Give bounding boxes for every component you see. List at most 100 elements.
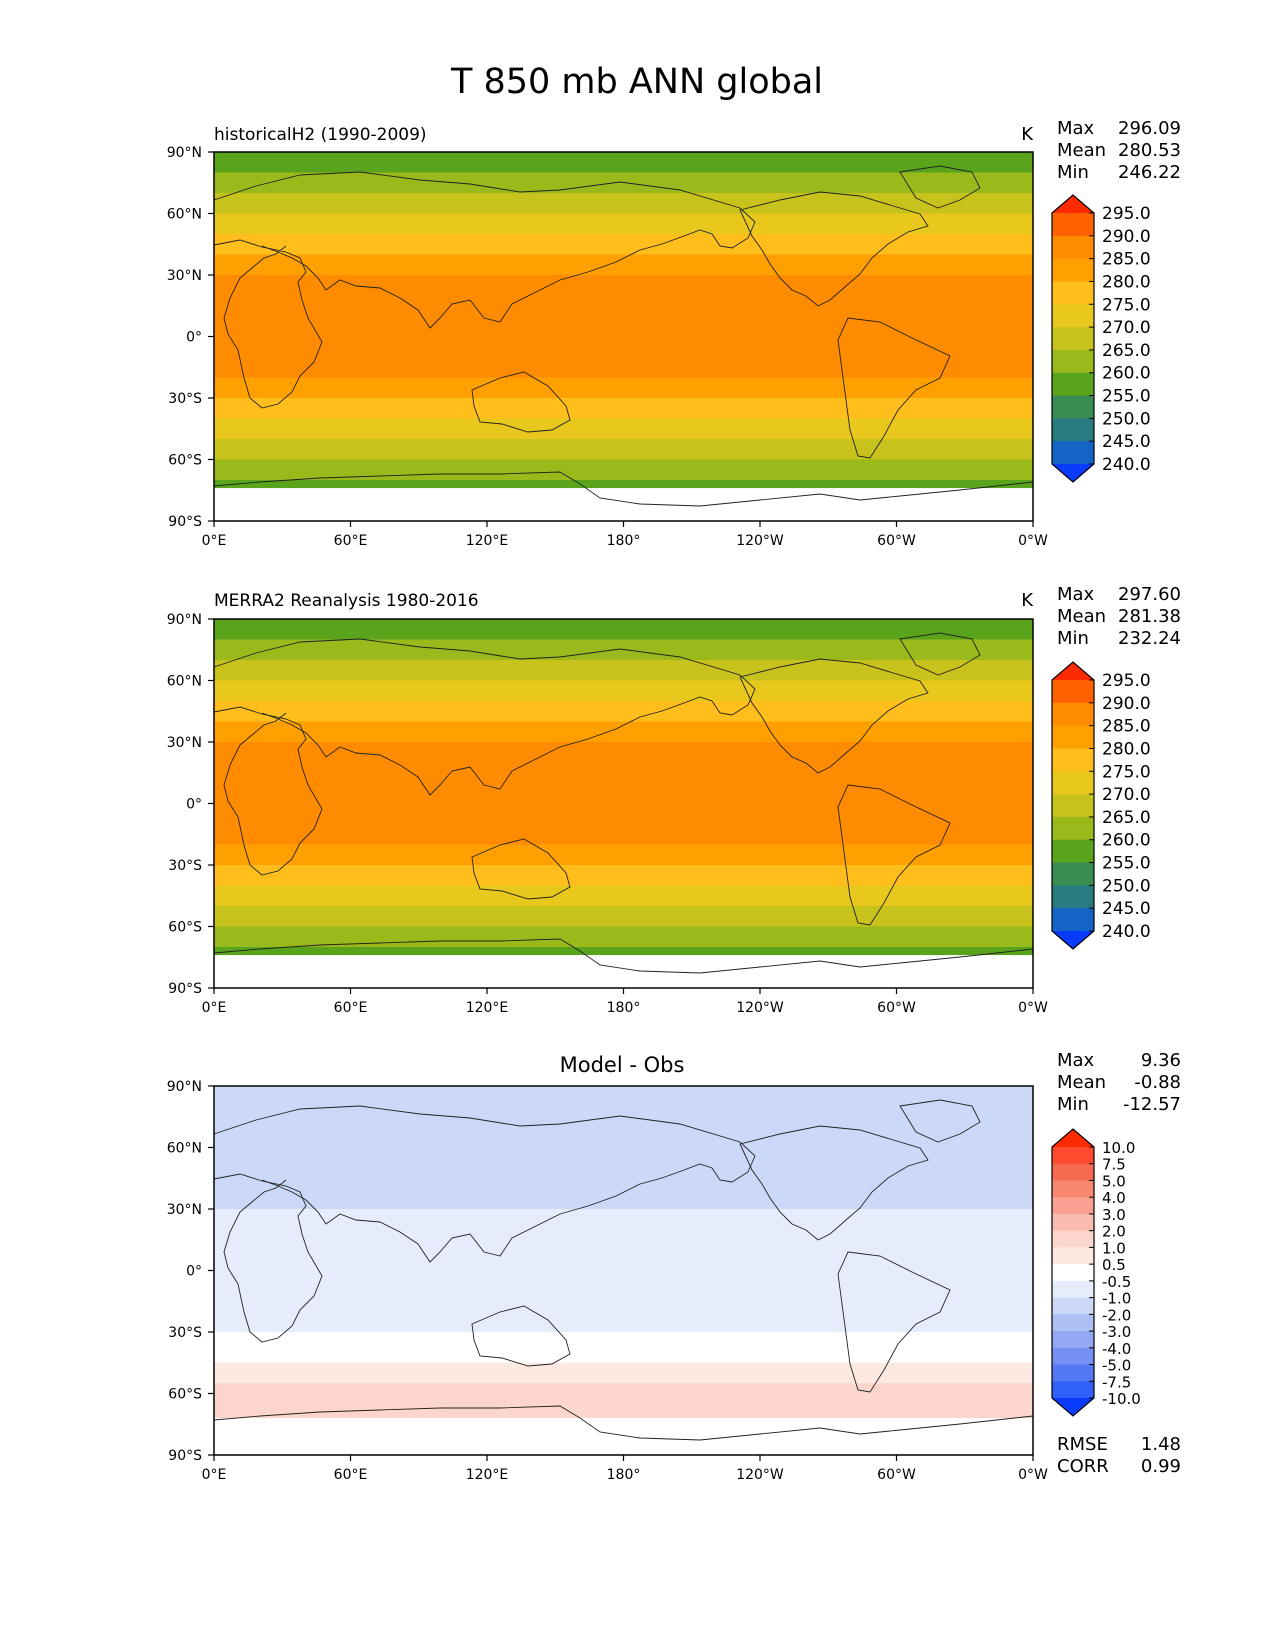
colorbar-segment — [1052, 213, 1094, 237]
field-band — [214, 742, 1033, 763]
stat-value-min: 246.22 — [1118, 162, 1181, 183]
coastline-eurasia — [213, 638, 756, 796]
field-band — [214, 488, 1033, 521]
colorbar-label: 255.0 — [1102, 854, 1151, 874]
coastline-south-america — [837, 317, 951, 459]
coastline-north-america — [739, 1125, 929, 1241]
colorbar-extend-min — [1052, 1398, 1094, 1416]
coastline-australia — [471, 1305, 571, 1367]
y-tick-label: 90°N — [167, 145, 202, 161]
y-tick-label: 30°S — [168, 858, 202, 874]
colorbar-segment — [1052, 816, 1094, 841]
coastline-australia — [471, 371, 571, 433]
y-tick-label: 30°S — [168, 1325, 202, 1341]
colorbar-segment — [1052, 1314, 1094, 1332]
colorbar-segment — [1052, 1264, 1094, 1282]
coastline-antarctica — [213, 938, 1034, 974]
colorbar-segment — [1052, 1347, 1094, 1366]
x-tick-label: 180° — [607, 533, 641, 549]
y-tick-label: 60°S — [168, 920, 202, 936]
x-axis: 0°E 60°E 120°E 180° 120°W 60°W 0°W — [202, 1455, 1048, 1483]
x-tick-label: 120°W — [736, 1467, 784, 1483]
units-label: K — [1021, 590, 1034, 611]
map-plot: 0°E 60°E 120°E 180° 120°W 60°W 0°W 90°N 60°N 30°… — [167, 612, 1048, 1016]
field-band — [214, 418, 1033, 439]
colorbar-segment — [1052, 725, 1094, 749]
x-tick-label: 60°W — [877, 533, 916, 549]
y-tick-label: 0° — [186, 1264, 202, 1280]
colorbar-segment — [1052, 702, 1094, 727]
stat-value-mean: 280.53 — [1118, 140, 1181, 161]
colorbar-label: 3.0 — [1102, 1206, 1126, 1224]
coastline-greenland — [899, 1099, 981, 1143]
colorbar-label: 285.0 — [1102, 717, 1151, 737]
colorbar-label: 270.0 — [1102, 785, 1151, 805]
map-plot: 0°E 60°E 120°E 180° 120°W 60°W 0°W 90°N 60°N 30°… — [167, 145, 1048, 549]
field-band — [214, 926, 1033, 947]
y-tick-label: 0° — [186, 330, 202, 346]
colorbar-extend-max — [1052, 1129, 1094, 1147]
colorbar-extend-max — [1052, 195, 1094, 213]
colorbar-segment — [1052, 372, 1094, 397]
colorbar-segment — [1052, 862, 1094, 886]
x-tick-label: 0°E — [202, 1000, 227, 1016]
coastline-antarctica — [213, 1405, 1034, 1441]
y-tick-label: 90°S — [168, 514, 202, 530]
field-bands — [214, 1086, 1033, 1455]
colorbar-segment — [1052, 441, 1094, 465]
stat-label-min: Min — [1057, 628, 1089, 649]
x-tick-label: 0°W — [1018, 533, 1048, 549]
colorbar-label: 280.0 — [1102, 739, 1151, 759]
field-band — [214, 234, 1033, 255]
field-band — [214, 459, 1033, 480]
colorbar-label: 245.0 — [1102, 432, 1151, 452]
field-bands — [214, 152, 1033, 521]
stat-label-rmse: RMSE — [1057, 1434, 1108, 1455]
panel-title: MERRA2 Reanalysis 1980-2016 — [214, 591, 479, 611]
colorbar-segment — [1052, 680, 1094, 704]
field-band — [214, 152, 1033, 173]
coastline-south-america — [837, 784, 951, 926]
colorbar-label: 295.0 — [1102, 204, 1151, 224]
x-tick-label: 0°E — [202, 533, 227, 549]
colorbar-segment — [1052, 327, 1094, 351]
colorbar-segment — [1052, 1230, 1094, 1248]
colorbar-label: -4.0 — [1102, 1340, 1131, 1358]
colorbar-label: 290.0 — [1102, 694, 1151, 714]
y-tick-label: 90°N — [167, 612, 202, 628]
x-tick-label: 120°E — [466, 1000, 509, 1016]
field-band — [214, 1362, 1033, 1384]
x-axis: 0°E 60°E 120°E 180° 120°W 60°W 0°W — [202, 521, 1048, 549]
colorbar-segment — [1052, 258, 1094, 282]
colorbar-segment — [1052, 395, 1094, 419]
colorbar-segment — [1052, 1247, 1094, 1265]
land-outlines — [213, 1099, 1034, 1441]
field-band — [214, 844, 1033, 865]
field-band — [214, 254, 1033, 275]
y-tick-label: 60°S — [168, 453, 202, 469]
colorbar-segment — [1052, 281, 1094, 305]
x-tick-label: 120°W — [736, 1000, 784, 1016]
colorbar-label: 4.0 — [1102, 1189, 1126, 1207]
colorbar-segment — [1052, 1364, 1094, 1382]
field-band — [214, 1383, 1033, 1419]
x-tick-label: 120°E — [466, 1467, 509, 1483]
land-outlines — [213, 632, 1034, 974]
y-axis: 90°N 60°N 30°N 0° 30°S 60°S 90°S — [167, 145, 214, 530]
colorbar-label: 0.5 — [1102, 1256, 1126, 1274]
field-band — [214, 439, 1033, 460]
stat-label-mean: Mean — [1057, 1072, 1106, 1093]
colorbar-label: 270.0 — [1102, 318, 1151, 338]
x-tick-label: 120°W — [736, 533, 784, 549]
colorbar-label: -1.0 — [1102, 1290, 1131, 1308]
colorbar-label: 2.0 — [1102, 1223, 1126, 1241]
colorbar-label: 275.0 — [1102, 762, 1151, 782]
colorbar-segment — [1052, 1147, 1094, 1165]
colorbar-segment — [1052, 1381, 1094, 1399]
colorbar-label: 240.0 — [1102, 922, 1151, 942]
x-tick-label: 60°W — [877, 1467, 916, 1483]
colorbar-label: -10.0 — [1102, 1390, 1141, 1408]
x-tick-label: 180° — [607, 1467, 641, 1483]
